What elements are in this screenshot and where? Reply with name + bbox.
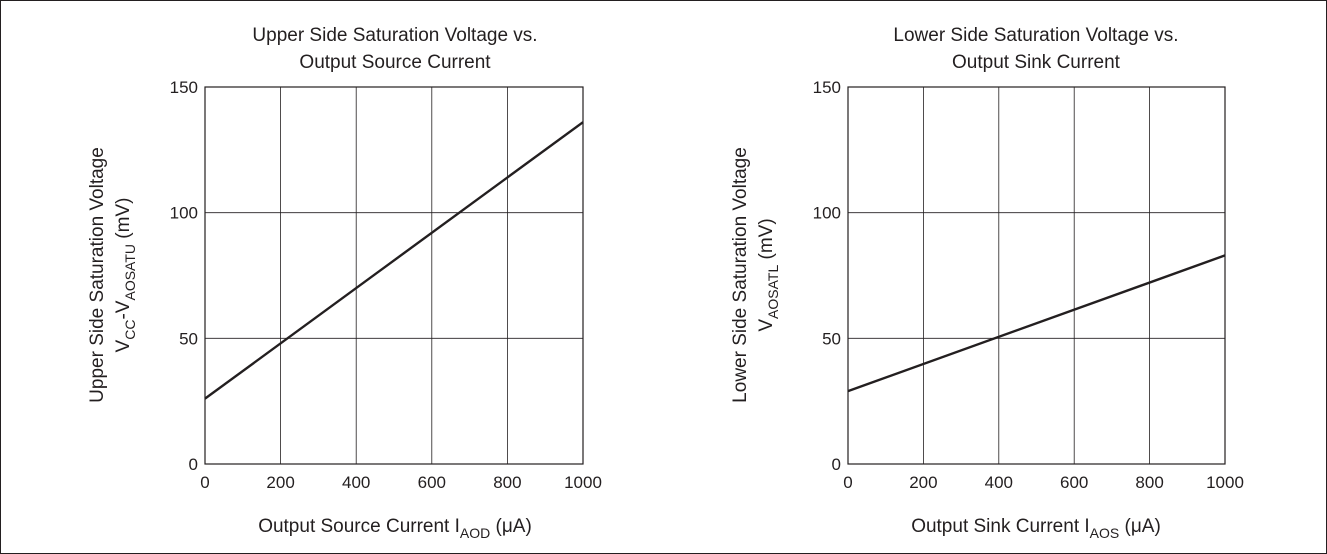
- series-line: [847, 254, 1226, 393]
- y-axis-label-subscript: AOSATL: [765, 265, 781, 319]
- x-tick-label: 1000: [564, 473, 602, 492]
- chart-title-line-2: Output Source Current: [299, 52, 491, 73]
- y-axis-label-text: (mV): [113, 198, 134, 244]
- y-axis-label-text: V: [113, 339, 134, 352]
- x-axis-label: Output Source Current IAOD (μA): [258, 516, 532, 541]
- x-tick-label: 600: [418, 473, 446, 492]
- plot-area-border: [847, 86, 1226, 465]
- chart-upper-saturation: Upper Side Saturation Voltage vs. Output…: [87, 25, 602, 541]
- y-tick-label: 100: [170, 204, 198, 223]
- x-tick-label: 400: [985, 473, 1013, 492]
- x-tick-label: 0: [200, 473, 209, 492]
- y-axis-label-text: -V: [113, 300, 134, 319]
- y-axis-label-line-2: VAOSATL (mV): [756, 218, 781, 331]
- x-tick-label: 800: [493, 473, 521, 492]
- x-tick-label: 400: [342, 473, 370, 492]
- x-tick-label: 200: [266, 473, 294, 492]
- x-tick-label: 600: [1060, 473, 1088, 492]
- chart-title-line-1: Lower Side Saturation Voltage vs.: [893, 25, 1178, 46]
- y-tick-label: 0: [189, 455, 198, 474]
- x-tick-label: 800: [1135, 473, 1163, 492]
- y-tick-label: 150: [813, 78, 841, 97]
- y-axis-label-line-2: VCC-VAOSATU (mV): [113, 198, 138, 353]
- y-axis-label-line-1: Upper Side Saturation Voltage: [87, 147, 108, 403]
- chart-title-line-1: Upper Side Saturation Voltage vs.: [252, 25, 537, 46]
- x-tick-label: 0: [843, 473, 852, 492]
- series-line: [204, 121, 584, 400]
- y-axis-label-line-1: Lower Side Saturation Voltage: [730, 147, 751, 403]
- y-tick-label: 50: [822, 329, 841, 348]
- plot-area-border: [204, 86, 584, 465]
- x-tick-label: 200: [909, 473, 937, 492]
- y-axis-label-text: (mV): [756, 218, 777, 264]
- y-axis-label-subscript: CC: [122, 320, 138, 340]
- y-axis-label-text: V: [756, 319, 777, 332]
- chart-title-line-2: Output Sink Current: [952, 52, 1121, 73]
- y-tick-label: 50: [179, 329, 198, 348]
- x-tick-label: 1000: [1206, 473, 1244, 492]
- y-axis-label-subscript: AOSATU: [122, 244, 138, 301]
- chart-lower-saturation: Lower Side Saturation Voltage vs. Output…: [730, 25, 1244, 541]
- y-tick-label: 150: [170, 78, 198, 97]
- x-axis-label: Output Sink Current IAOS (μA): [911, 516, 1161, 541]
- y-tick-label: 100: [813, 204, 841, 223]
- y-tick-label: 0: [832, 455, 841, 474]
